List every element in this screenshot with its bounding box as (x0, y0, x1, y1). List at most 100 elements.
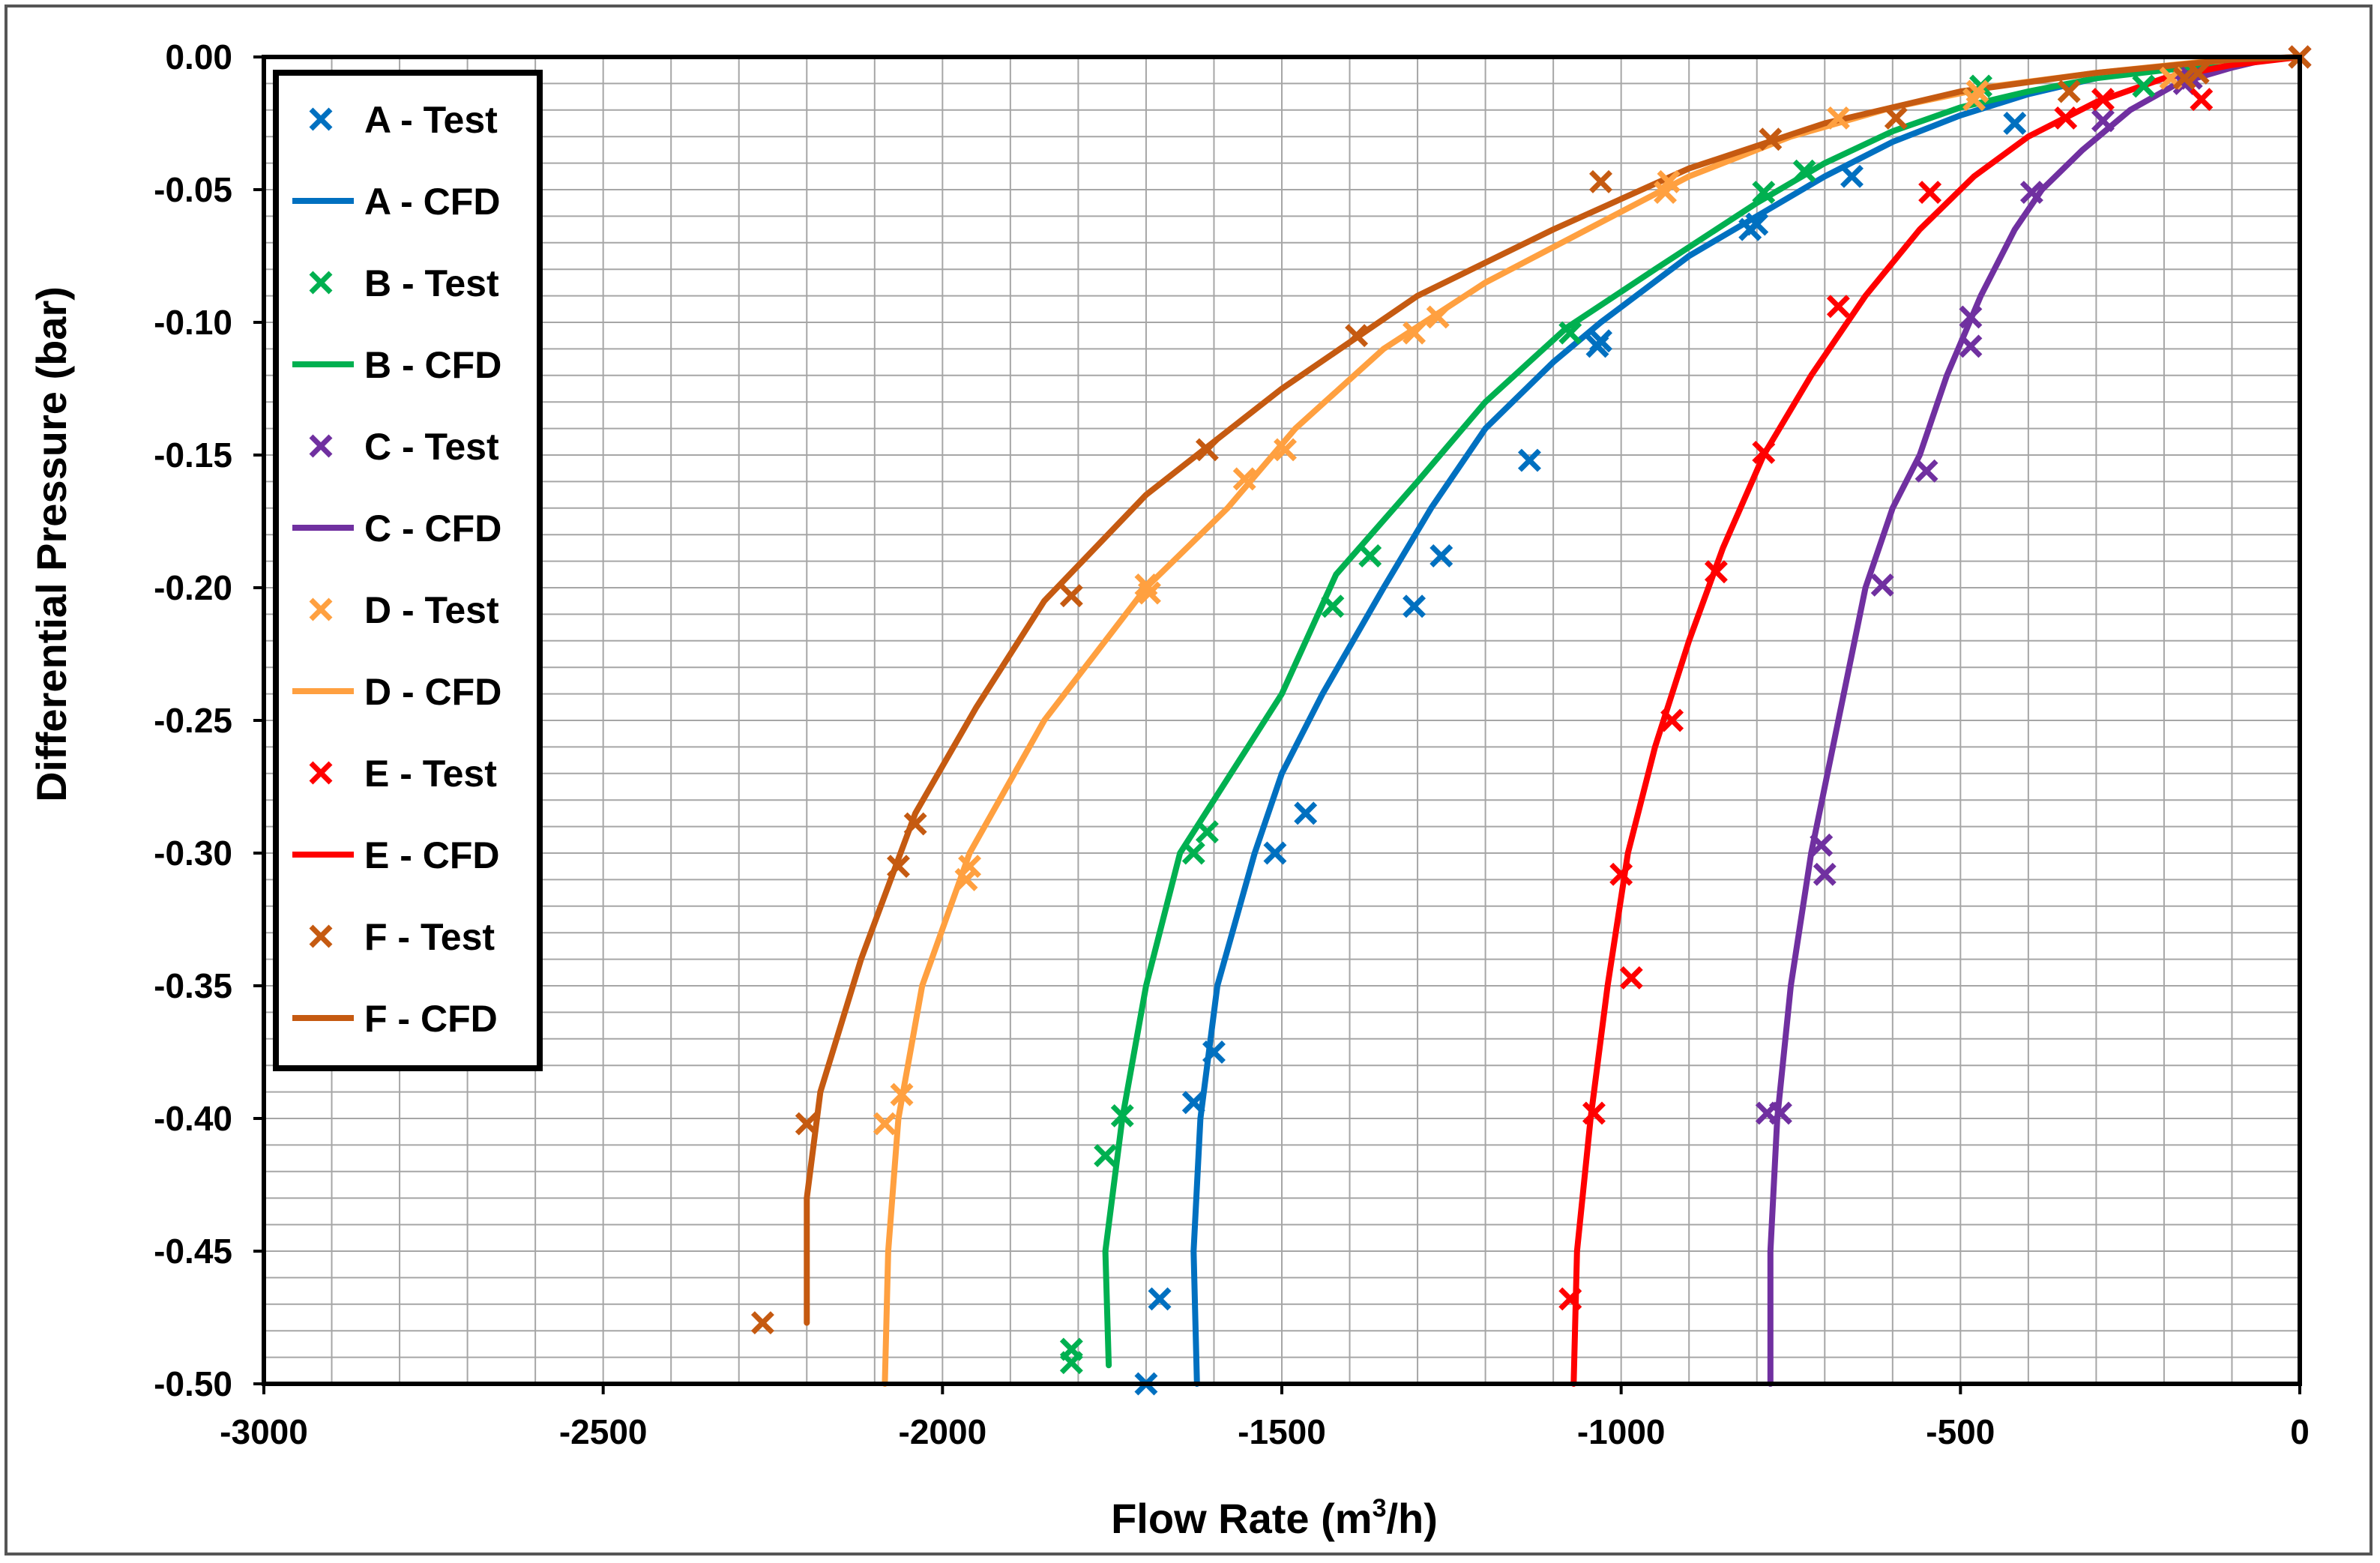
y-axis-title: Differential Pressure (bar) (28, 286, 75, 802)
data-point-c-test (2091, 109, 2115, 133)
data-point-d-test (1274, 438, 1298, 462)
data-point-e-test (1609, 862, 1633, 886)
x-tick-label: -2000 (899, 1412, 987, 1451)
data-point-a-test (1294, 801, 1318, 825)
data-point-c-test (1959, 305, 1983, 329)
data-point-f-test-stroke-b (903, 812, 927, 836)
data-point-f-test-stroke-b (1884, 106, 1908, 130)
data-point-e-test (1918, 181, 1942, 205)
data-point-c-test (1870, 573, 1894, 597)
legend-label-d-test: D - Test (364, 589, 499, 631)
x-tick-label: -500 (1926, 1412, 1995, 1451)
data-point-b-test (2132, 74, 2156, 98)
data-point-b-test (1358, 544, 1382, 567)
data-point-c-test (1810, 833, 1834, 857)
y-tick-label: -0.15 (154, 436, 232, 475)
data-point-e-test-stroke-b (1918, 181, 1942, 205)
data-point-b-test (1110, 1103, 1134, 1127)
legend-marker-d-test (309, 597, 333, 621)
data-point-b-test (1181, 841, 1205, 865)
y-tick-label: -0.45 (154, 1232, 232, 1271)
data-point-f-test (1759, 127, 1783, 151)
data-point-f-test (1884, 106, 1908, 130)
data-point-d-test (1232, 467, 1256, 491)
data-point-d-test-stroke-b (1232, 467, 1256, 491)
series-line-b-cfd (1102, 54, 2303, 1369)
data-point-d-test-stroke-b (890, 1082, 914, 1106)
data-point-c-test (1914, 459, 1938, 483)
data-point-a-test-stroke-b (1403, 594, 1427, 618)
data-point-e-test-stroke-b (1609, 862, 1633, 886)
x-tick-label: -2500 (559, 1412, 648, 1451)
data-point-f-test-stroke-b (1345, 324, 1369, 348)
data-point-e-test-stroke-b (2190, 88, 2214, 112)
data-point-a-test (1589, 329, 1612, 353)
data-point-a-test-stroke-b (1181, 1091, 1205, 1115)
y-tick-label: -0.50 (154, 1364, 232, 1403)
data-point-b-test-stroke-b (1358, 544, 1382, 567)
legend-marker-f-test-stroke-b (309, 924, 333, 948)
data-point-c-test (1768, 1101, 1792, 1125)
data-point-c-test-stroke-b (1870, 573, 1894, 597)
legend-label-b-cfd: B - CFD (364, 344, 501, 386)
data-point-f-test (750, 1311, 774, 1335)
legend-label-c-test: C - Test (364, 426, 499, 468)
legend-label-b-test: B - Test (364, 262, 499, 304)
legend-label-c-cfd: C - CFD (364, 508, 501, 549)
legend-marker-a-test-stroke-b (309, 107, 333, 131)
data-point-e-test-stroke-b (1704, 560, 1728, 584)
data-point-b-test-stroke-b (1094, 1144, 1118, 1168)
data-point-d-test (890, 1082, 914, 1106)
data-point-b-test-stroke-b (1181, 841, 1205, 865)
data-point-e-test (1582, 1101, 1606, 1125)
data-point-f-test (2172, 66, 2196, 90)
data-point-e-test-stroke-b (2054, 106, 2078, 130)
data-point-a-test-stroke-b (1745, 212, 1769, 236)
data-point-e-test (2091, 88, 2115, 112)
data-point-a-test-stroke-b (1263, 841, 1287, 865)
y-tick-label: -0.10 (154, 303, 232, 342)
data-point-c-test-stroke-b (1914, 459, 1938, 483)
data-point-a-test (1517, 448, 1541, 472)
data-point-e-test-stroke-b (1660, 708, 1684, 732)
data-point-a-test-stroke-b (1148, 1287, 1172, 1311)
y-tick-label: -0.25 (154, 701, 232, 740)
data-point-f-test-stroke-b (2057, 79, 2081, 103)
data-point-a-test-stroke-b (1840, 164, 1864, 188)
data-point-e-test (1826, 295, 1850, 319)
legend-marker-e-test (309, 761, 333, 785)
legend-marker-c-test (309, 434, 333, 458)
y-tick-label: 0.00 (165, 37, 232, 76)
series-markers (750, 45, 2312, 1396)
data-point-d-test-stroke-b (1403, 321, 1427, 345)
legend-marker-b-test-stroke-b (309, 271, 333, 295)
data-point-f-test (2186, 61, 2210, 85)
data-point-a-test (1202, 1041, 1226, 1064)
x-axis-title-main: Flow Rate (m (1111, 1495, 1372, 1542)
data-point-b-test (1752, 181, 1776, 205)
data-point-f-test-stroke-b (887, 855, 910, 879)
data-point-b-test-stroke-b (1558, 321, 1582, 345)
data-point-e-test-stroke-b (1752, 440, 1776, 464)
data-point-c-test-stroke-b (2091, 109, 2115, 133)
data-point-b-test (1321, 594, 1345, 618)
data-point-b-test (1094, 1144, 1118, 1168)
data-point-d-test (1426, 305, 1450, 329)
y-tick-labels: 0.00 -0.05 -0.10 -0.15 -0.20 -0.25 -0.30 -0.35 -… (154, 37, 264, 1403)
data-point-d-test-stroke-b (1426, 305, 1450, 329)
legend-label-e-cfd: E - CFD (364, 834, 500, 876)
data-point-a-test-stroke-b (1294, 801, 1318, 825)
data-point-c-test-stroke-b (1810, 833, 1834, 857)
data-point-f-test-stroke-b (1589, 169, 1612, 193)
y-tick-label: -0.40 (154, 1099, 232, 1138)
data-point-f-test (1195, 438, 1219, 462)
data-point-f-test-stroke-b (2172, 66, 2196, 90)
legend-marker-d-test-stroke-b (309, 597, 333, 621)
data-point-b-test-stroke-b (1110, 1103, 1134, 1127)
data-point-e-test-stroke-b (2091, 88, 2115, 112)
legend-marker-c-test-stroke-b (309, 434, 333, 458)
data-point-e-test (1558, 1287, 1582, 1311)
data-point-e-test (2190, 88, 2214, 112)
series-line-f-cfd (804, 54, 2303, 1326)
